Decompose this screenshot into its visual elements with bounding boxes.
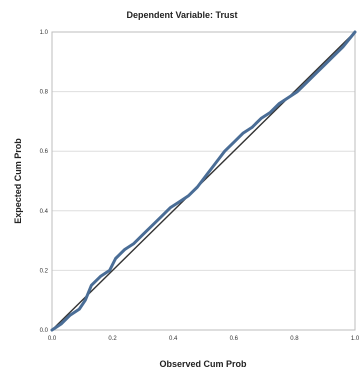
y-tick-label: 1.0 [40,30,49,36]
y-tick-label: 0.6 [40,149,49,155]
y-tick-label: 0.8 [40,90,49,96]
x-tick-label: 0.0 [48,336,57,342]
y-axis-label: Expected Cum Prob [13,138,23,224]
chart-title: Dependent Variable: Trust [126,10,237,20]
x-tick-labels: 0.0 0.2 0.4 0.6 0.8 1.0 [48,336,360,342]
x-tick-label: 0.4 [169,336,178,342]
y-tick-labels: 0.0 0.2 0.4 0.6 0.8 1.0 [40,30,49,334]
series-group [50,30,357,332]
x-tick-label: 0.8 [290,336,299,342]
x-tick-label: 1.0 [351,336,360,342]
y-tick-label: 0.4 [40,209,49,215]
x-tick-label: 0.6 [230,336,239,342]
x-tick-label: 0.2 [108,336,117,342]
y-tick-label: 0.2 [40,268,49,274]
plot-frame [51,31,356,331]
series-line [50,30,357,332]
y-tick-label: 0.0 [40,328,49,334]
x-axis-label: Observed Cum Prob [159,359,247,369]
